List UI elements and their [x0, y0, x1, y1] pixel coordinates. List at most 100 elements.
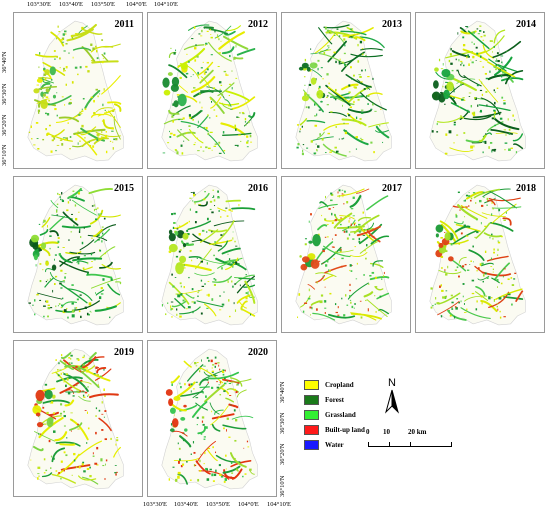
- land-use-patch: [199, 101, 201, 104]
- land-use-stroke: [478, 104, 511, 112]
- legend-label: Cropland: [325, 381, 354, 389]
- land-use-patch: [491, 117, 495, 120]
- land-use-patch: [77, 423, 79, 426]
- land-use-stroke: [178, 85, 189, 93]
- land-use-stroke: [368, 122, 389, 128]
- land-use-patch: [499, 310, 501, 313]
- land-use-patch: [347, 114, 351, 117]
- land-use-stroke: [465, 191, 485, 200]
- land-use-stroke: [341, 51, 366, 72]
- land-use-patch: [169, 135, 172, 138]
- south-patch: [199, 469, 202, 472]
- land-use-stroke: [490, 222, 514, 232]
- land-use-patch: [341, 193, 344, 195]
- legend-label: Built-up land: [325, 426, 365, 434]
- land-use-patch: [199, 92, 201, 96]
- land-use-stroke: [345, 73, 372, 88]
- land-use-patch: [170, 423, 173, 426]
- land-use-patch: [497, 286, 498, 288]
- top-lon-label: 103°40'E: [59, 1, 83, 8]
- land-use-stroke: [170, 375, 180, 384]
- land-use-patch: [213, 195, 215, 198]
- land-use-patch: [197, 150, 200, 152]
- land-use-stroke: [179, 435, 192, 448]
- land-use-patch: [205, 426, 208, 429]
- land-use-stroke: [307, 284, 316, 290]
- land-use-stroke: [206, 86, 225, 99]
- year-label: 2020: [248, 347, 268, 358]
- south-patch: [302, 310, 305, 313]
- land-use-patch: [481, 262, 484, 265]
- south-patch: [50, 467, 52, 469]
- land-use-patch: [197, 362, 199, 364]
- legend-item: Forest: [304, 395, 376, 408]
- study-area-outline: [295, 20, 392, 162]
- land-use-patch: [482, 151, 484, 154]
- cluster-patch: [179, 76, 182, 80]
- land-use-patch: [316, 113, 318, 116]
- land-use-stroke: [59, 443, 76, 446]
- land-use-stroke: [88, 187, 114, 195]
- south-patch: [80, 315, 82, 319]
- land-use-patch: [203, 438, 206, 440]
- land-use-patch: [72, 395, 75, 397]
- land-use-patch: [358, 230, 361, 233]
- south-patch: [313, 152, 316, 155]
- land-use-patch: [43, 221, 45, 224]
- land-use-stroke: [190, 76, 216, 94]
- land-use-stroke: [438, 292, 461, 305]
- land-use-patch: [497, 59, 500, 63]
- land-use-stroke: [81, 28, 103, 35]
- land-use-patch: [77, 257, 80, 260]
- land-use-patch: [179, 315, 182, 318]
- land-use-patch: [40, 433, 44, 435]
- land-use-patch: [39, 280, 42, 283]
- land-use-patch: [331, 212, 333, 216]
- cluster-patch: [173, 100, 179, 108]
- land-use-patch: [97, 135, 99, 138]
- land-use-patch: [201, 420, 204, 423]
- land-use-patch: [479, 199, 482, 203]
- land-use-stroke: [176, 289, 203, 295]
- land-use-patch: [236, 262, 238, 265]
- land-use-patch: [450, 294, 453, 297]
- land-use-patch: [366, 95, 368, 98]
- land-use-patch: [171, 273, 173, 276]
- land-use-patch: [247, 140, 249, 142]
- land-use-patch: [85, 65, 88, 68]
- land-use-patch: [60, 403, 63, 406]
- land-use-patch: [211, 367, 213, 369]
- south-patch: [336, 151, 338, 154]
- land-use-stroke: [200, 257, 228, 264]
- land-use-stroke: [236, 294, 251, 304]
- left-lat-label: 36°10'N: [1, 144, 8, 166]
- land-use-patch: [325, 264, 328, 267]
- land-use-stroke: [327, 86, 350, 103]
- land-use-patch: [496, 87, 499, 89]
- land-use-patch: [492, 237, 494, 240]
- land-use-patch: [367, 95, 370, 97]
- land-use-patch: [245, 124, 247, 126]
- land-use-patch: [217, 196, 220, 199]
- land-use-patch: [343, 38, 346, 41]
- top-lon-label: 103°30'E: [27, 1, 51, 8]
- land-use-patch: [80, 132, 83, 134]
- land-use-patch: [495, 64, 497, 67]
- land-use-patch: [314, 124, 318, 127]
- land-use-patch: [77, 428, 80, 430]
- land-use-patch: [101, 240, 103, 243]
- land-use-patch: [220, 40, 222, 42]
- south-patch: [170, 308, 172, 311]
- land-use-patch: [501, 75, 503, 78]
- land-use-patch: [499, 68, 501, 71]
- land-use-patch: [370, 108, 373, 110]
- land-use-patch: [359, 40, 363, 44]
- land-use-patch: [314, 115, 317, 117]
- cluster-patch: [301, 256, 310, 263]
- land-use-patch: [458, 242, 461, 245]
- cluster-patch: [310, 77, 317, 85]
- land-use-stroke: [208, 239, 233, 246]
- land-use-patch: [169, 130, 170, 133]
- land-use-patch: [438, 58, 441, 62]
- land-use-patch: [341, 297, 343, 300]
